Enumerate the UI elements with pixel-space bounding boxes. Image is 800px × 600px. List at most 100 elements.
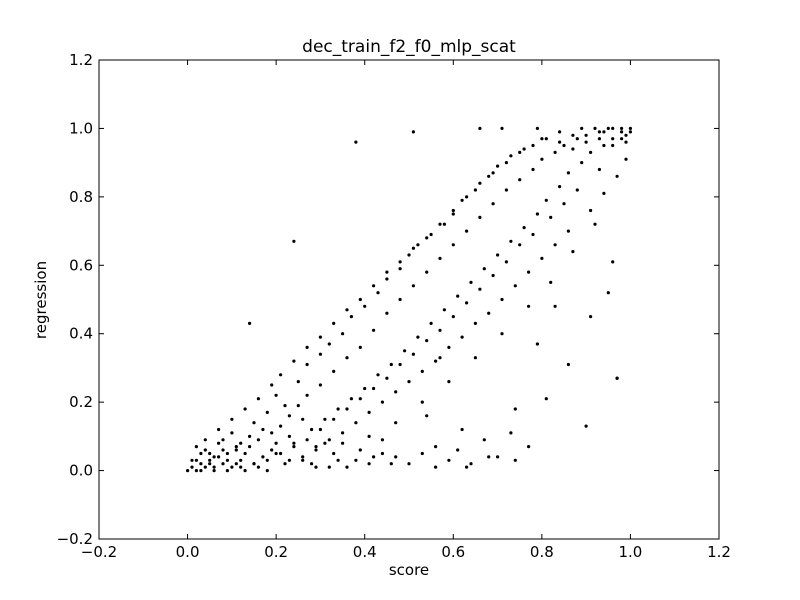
data-point xyxy=(217,455,221,459)
data-point xyxy=(451,208,455,213)
data-point xyxy=(597,167,602,172)
data-point xyxy=(553,243,557,247)
data-point xyxy=(535,126,540,130)
y-tick-label: 0.0 xyxy=(69,462,93,480)
data-point xyxy=(243,407,247,411)
data-point xyxy=(327,438,331,442)
data-point xyxy=(270,448,274,452)
data-point xyxy=(385,376,389,380)
data-point xyxy=(460,427,464,432)
data-point xyxy=(513,284,517,288)
data-point xyxy=(602,191,606,195)
data-point xyxy=(473,356,477,360)
data-point xyxy=(496,455,500,459)
data-point xyxy=(367,462,371,466)
data-point xyxy=(385,270,389,274)
data-point xyxy=(562,202,566,206)
data-point xyxy=(327,465,331,469)
data-point xyxy=(566,229,571,233)
data-point xyxy=(274,393,278,397)
data-point xyxy=(504,188,508,192)
data-point xyxy=(531,167,535,172)
x-tick-label: 1.0 xyxy=(618,543,642,561)
x-tick-label: 0.0 xyxy=(176,543,200,561)
data-point xyxy=(504,260,508,264)
data-point xyxy=(465,301,469,305)
data-point xyxy=(385,277,389,281)
data-point xyxy=(354,140,358,144)
data-point xyxy=(513,407,517,411)
data-point xyxy=(549,215,553,219)
data-point xyxy=(234,445,238,449)
data-point xyxy=(553,304,557,308)
data-point xyxy=(434,445,438,449)
data-point xyxy=(212,455,216,459)
data-point xyxy=(593,222,597,226)
data-point xyxy=(194,469,198,473)
chart-title: dec_train_f2_f0_mlp_scat xyxy=(302,37,516,57)
data-point xyxy=(230,417,234,421)
data-point xyxy=(566,171,571,175)
data-point xyxy=(487,174,491,178)
data-point xyxy=(394,455,398,459)
data-point xyxy=(221,448,225,452)
y-tick-label: 1.0 xyxy=(69,119,93,137)
data-point xyxy=(500,126,504,130)
y-tick-label: 0.8 xyxy=(69,188,93,206)
data-point xyxy=(496,253,500,257)
data-point xyxy=(465,195,469,199)
data-point xyxy=(482,267,486,271)
data-point xyxy=(305,438,309,442)
data-point xyxy=(535,212,540,216)
data-point xyxy=(575,188,579,192)
data-point xyxy=(345,407,349,411)
data-point xyxy=(239,441,243,445)
data-point xyxy=(398,362,402,367)
data-point xyxy=(597,137,602,141)
data-point xyxy=(442,222,446,226)
data-point xyxy=(438,328,442,332)
data-point xyxy=(482,438,486,442)
data-point xyxy=(239,458,243,462)
data-point xyxy=(558,130,562,134)
data-point xyxy=(336,458,340,462)
data-point xyxy=(394,390,398,394)
data-point xyxy=(473,321,477,325)
data-point xyxy=(318,383,322,387)
data-point xyxy=(208,462,212,466)
data-point xyxy=(358,297,362,302)
data-point xyxy=(208,458,212,462)
data-point xyxy=(292,445,296,449)
data-point xyxy=(527,304,531,308)
data-point xyxy=(380,438,384,442)
y-tick-label: 0.6 xyxy=(69,256,93,274)
data-point xyxy=(606,126,610,130)
data-point xyxy=(558,140,562,144)
data-point xyxy=(341,441,345,445)
data-point xyxy=(318,427,322,432)
data-point xyxy=(354,421,358,425)
data-point xyxy=(425,339,429,343)
data-point xyxy=(491,202,495,206)
data-point xyxy=(531,232,535,237)
data-point xyxy=(279,451,283,456)
ticks-layer: −0.2 0.0 0.2 0.4 0.6 0.8 1.0 1.2 −0.2 0.0 0.2 0.4 0.… xyxy=(57,51,731,561)
data-point xyxy=(451,315,455,319)
data-point xyxy=(203,465,207,469)
data-point xyxy=(438,256,442,260)
data-point xyxy=(358,345,362,349)
data-point xyxy=(420,369,424,373)
data-point xyxy=(314,465,318,469)
data-point xyxy=(624,140,628,144)
data-point xyxy=(593,126,597,130)
data-point xyxy=(478,215,482,219)
data-point xyxy=(566,362,571,367)
data-point xyxy=(199,469,203,473)
data-point xyxy=(420,400,424,404)
data-point xyxy=(425,236,429,240)
data-point xyxy=(438,222,442,226)
data-point xyxy=(580,161,584,165)
data-point xyxy=(522,147,526,151)
data-point xyxy=(345,356,349,360)
data-point xyxy=(611,137,615,141)
